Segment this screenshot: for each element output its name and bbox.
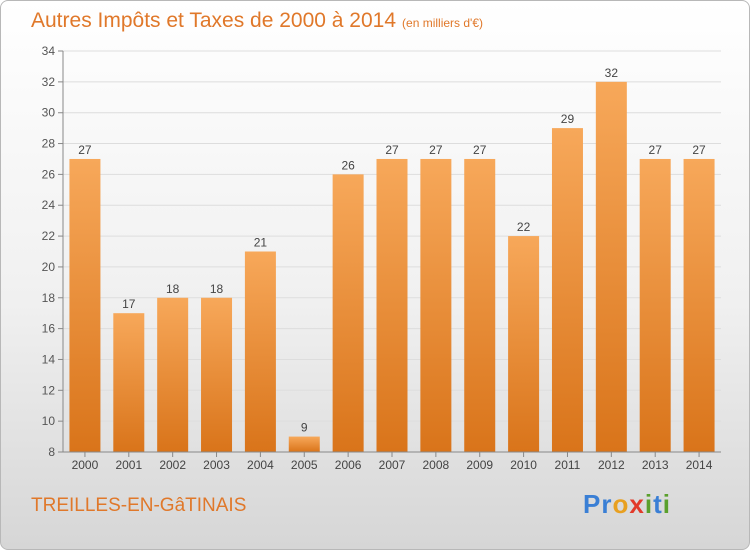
bar-2000 — [69, 158, 101, 452]
y-tick-label: 18 — [42, 291, 56, 305]
y-tick-label: 24 — [42, 198, 56, 212]
x-tick-label: 2011 — [555, 458, 581, 472]
x-tick-label: 2010 — [510, 458, 537, 472]
x-tick-label: 2012 — [598, 458, 625, 472]
y-tick-label: 32 — [42, 75, 56, 89]
logo-letter: t — [653, 489, 663, 519]
data-label: 32 — [605, 66, 619, 80]
x-tick-label: 2004 — [247, 458, 274, 472]
bar-2013 — [639, 158, 671, 452]
y-tick-label: 8 — [48, 445, 55, 459]
bar-2014 — [683, 158, 715, 452]
data-label: 27 — [429, 143, 443, 157]
y-tick-label: 28 — [42, 137, 56, 151]
logo-letter: i — [644, 489, 654, 519]
x-tick-label: 2008 — [423, 458, 450, 472]
title-unit: (en milliers d'€) — [402, 16, 484, 30]
x-tick-label: 2007 — [379, 458, 406, 472]
y-tick-label: 16 — [42, 322, 56, 336]
data-label: 27 — [473, 143, 487, 157]
x-tick-label: 2005 — [291, 458, 318, 472]
logo-letter: P — [583, 489, 602, 519]
logo-letter: x — [629, 489, 645, 519]
y-tick-label: 10 — [42, 414, 56, 428]
logo-letter: i — [662, 489, 671, 519]
data-label: 9 — [301, 421, 308, 435]
logo-letter: r — [601, 489, 613, 519]
proxiti-logo: Proxiti — [583, 489, 671, 520]
bar-2004 — [244, 251, 276, 452]
x-tick-label: 2013 — [642, 458, 669, 472]
y-tick-label: 14 — [42, 352, 56, 366]
title-text: Autres Impôts et Taxes de 2000 à 2014 — [31, 9, 397, 32]
bar-2003 — [201, 297, 233, 452]
bar-2001 — [113, 313, 145, 452]
x-tick-label: 2003 — [203, 458, 230, 472]
data-label: 17 — [122, 297, 136, 311]
bar-2005 — [288, 436, 320, 452]
x-tick-label: 2014 — [686, 458, 713, 472]
bar-2006 — [332, 174, 364, 452]
y-tick-label: 34 — [42, 44, 56, 58]
bar-2002 — [157, 297, 189, 452]
bar-2007 — [376, 158, 408, 452]
data-label: 27 — [385, 143, 399, 157]
x-tick-label: 2002 — [159, 458, 186, 472]
data-label: 21 — [254, 236, 268, 250]
bar-2012 — [595, 81, 627, 452]
x-tick-label: 2000 — [72, 458, 99, 472]
data-label: 26 — [341, 158, 355, 172]
x-tick-label: 2001 — [115, 458, 142, 472]
data-label: 29 — [561, 112, 575, 126]
bar-2008 — [420, 158, 452, 452]
y-tick-label: 22 — [42, 229, 56, 243]
data-label: 18 — [210, 282, 224, 296]
bar-2011 — [551, 128, 583, 452]
bar-2009 — [464, 158, 496, 452]
y-tick-label: 30 — [42, 106, 56, 120]
commune-name: TREILLES-EN-GâTINAIS — [31, 495, 247, 516]
data-label: 27 — [649, 143, 663, 157]
x-tick-label: 2006 — [335, 458, 362, 472]
y-tick-label: 20 — [42, 260, 56, 274]
bar-2010 — [508, 236, 540, 452]
x-tick-label: 2009 — [466, 458, 493, 472]
logo-letter: o — [612, 489, 630, 519]
data-label: 22 — [517, 220, 531, 234]
y-tick-label: 12 — [42, 383, 56, 397]
y-tick-label: 26 — [42, 167, 56, 181]
data-label: 18 — [166, 282, 180, 296]
data-label: 27 — [78, 143, 92, 157]
data-label: 27 — [692, 143, 706, 157]
chart-title: Autres Impôts et Taxes de 2000 à 2014 (en… — [31, 9, 483, 33]
